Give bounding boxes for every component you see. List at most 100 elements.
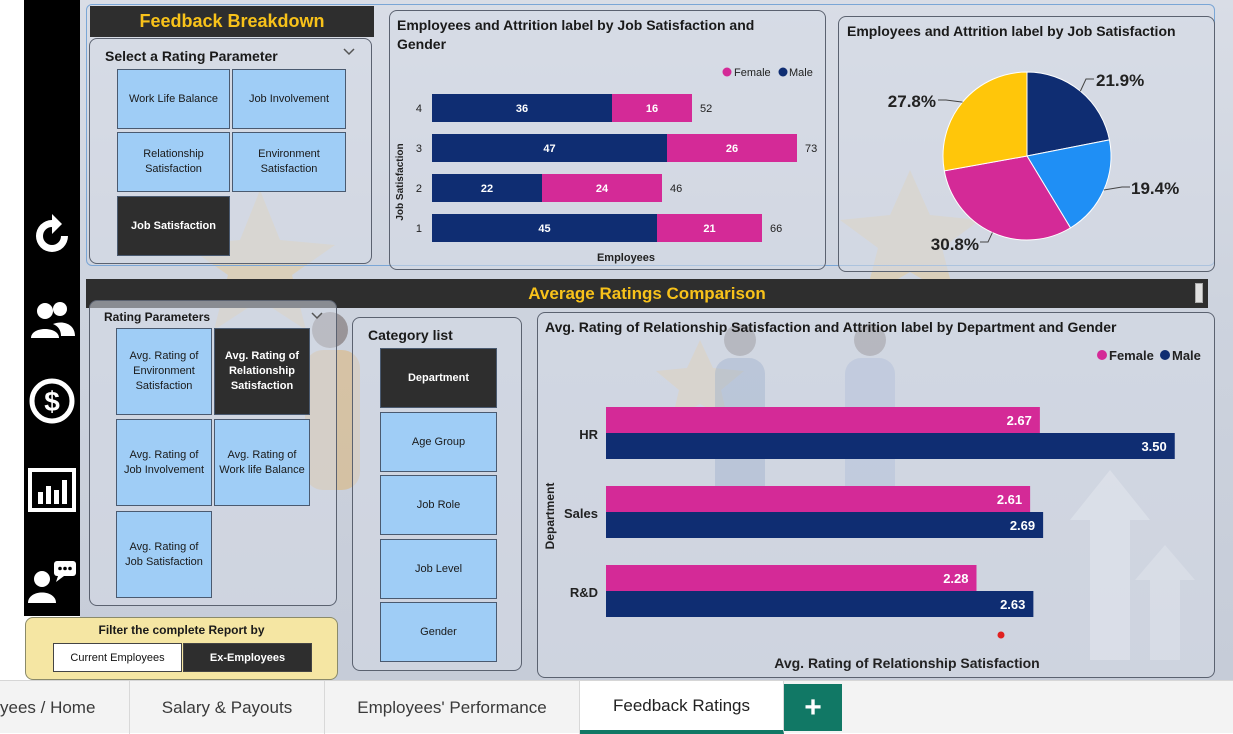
rating-parameter-label: Select a Rating Parameter bbox=[105, 48, 278, 64]
pie-slice[interactable] bbox=[942, 71, 1028, 172]
tab-feedback-ratings[interactable]: Feedback Ratings bbox=[580, 681, 784, 734]
avg-bar-female-value: 2.28 bbox=[943, 571, 968, 586]
avg-bar-female[interactable] bbox=[606, 486, 1031, 512]
avg-bar-female-value: 2.67 bbox=[1007, 413, 1032, 428]
legend-female-label: Female bbox=[734, 67, 771, 79]
tile-avg-environment-satisfaction[interactable]: Avg. Rating of Environment Satisfaction bbox=[116, 328, 212, 415]
filter-current-employees-button[interactable]: Current Employees bbox=[53, 643, 182, 672]
category-gender[interactable]: Gender bbox=[380, 602, 497, 662]
tile-avg-job-satisfaction[interactable]: Avg. Rating of Job Satisfaction bbox=[116, 511, 212, 598]
legend-male-dot bbox=[778, 67, 788, 77]
pie-slice-label: 30.8% bbox=[931, 235, 979, 254]
bar-female-segment[interactable] bbox=[612, 94, 692, 122]
report-canvas: $ Feedback Breakdown Select a Rating Par… bbox=[24, 0, 1233, 680]
bar-female-value-label: 24 bbox=[596, 183, 609, 195]
avg-bar-male[interactable] bbox=[606, 433, 1175, 459]
tile-job-satisfaction[interactable]: Job Satisfaction bbox=[117, 196, 230, 256]
category-age-group[interactable]: Age Group bbox=[380, 412, 497, 472]
avg-bar-male-value: 2.69 bbox=[1010, 518, 1035, 533]
avg-bar-male-value: 3.50 bbox=[1141, 439, 1166, 454]
tile-avg-work-life-balance[interactable]: Avg. Rating of Work life Balance bbox=[214, 419, 310, 506]
page-tab-bar: yees / Home Salary & Payouts Employees' … bbox=[0, 680, 1233, 734]
bar-male-segment[interactable] bbox=[432, 94, 612, 122]
avg-chart-category-label: Sales bbox=[564, 506, 598, 521]
bar-total-label: 73 bbox=[805, 143, 817, 155]
pie-leader-line bbox=[1079, 78, 1094, 92]
filter-ex-employees-button[interactable]: Ex-Employees bbox=[183, 643, 312, 672]
salary-dollar-icon[interactable]: $ bbox=[24, 373, 80, 429]
refresh-icon[interactable] bbox=[24, 208, 80, 264]
employees-icon[interactable] bbox=[24, 292, 80, 348]
bar-male-segment[interactable] bbox=[432, 134, 667, 162]
legend-female-dot bbox=[722, 67, 732, 77]
performance-chart-icon[interactable] bbox=[24, 462, 80, 518]
bar-male-segment[interactable] bbox=[432, 174, 542, 202]
bar-chart-category-label: 4 bbox=[416, 103, 422, 115]
bar-chart-x-axis-label: Employees bbox=[597, 252, 655, 264]
avg-rating-chart-title: Avg. Rating of Relationship Satisfaction… bbox=[545, 319, 1117, 335]
avg-chart-x-axis-label: Avg. Rating of Relationship Satisfaction bbox=[774, 655, 1040, 671]
legend-female-dot bbox=[1097, 350, 1107, 360]
bar-male-value-label: 36 bbox=[516, 103, 528, 115]
filter-label: Filter the complete Report by bbox=[98, 623, 265, 637]
tab-salary-payouts[interactable]: Salary & Payouts bbox=[130, 681, 325, 734]
rating-parameters-label: Rating Parameters bbox=[104, 310, 211, 324]
chevron-down-icon[interactable] bbox=[311, 308, 323, 326]
bar-female-segment[interactable] bbox=[657, 214, 762, 242]
bar-total-label: 46 bbox=[670, 183, 682, 195]
category-list-label: Category list bbox=[368, 327, 453, 343]
bar-chart-category-label: 2 bbox=[416, 183, 422, 195]
job-satisfaction-pie-chart: 21.9% 19.4% 30.8% 27.8% bbox=[888, 71, 1179, 254]
category-job-level[interactable]: Job Level bbox=[380, 539, 497, 599]
avg-chart-category-label: HR bbox=[579, 427, 598, 442]
avg-bar-male[interactable] bbox=[606, 591, 1034, 617]
category-department[interactable]: Department bbox=[380, 348, 497, 408]
scroll-handle[interactable] bbox=[1195, 283, 1203, 303]
avg-bar-male[interactable] bbox=[606, 512, 1044, 538]
indicator-dot bbox=[997, 631, 1005, 639]
tile-avg-job-involvement[interactable]: Avg. Rating of Job Involvement bbox=[116, 419, 212, 506]
pie-slice-label: 19.4% bbox=[1131, 179, 1179, 198]
pie-slice-label: 21.9% bbox=[1096, 71, 1144, 90]
pie-chart-title: Employees and Attrition label by Job Sat… bbox=[847, 23, 1176, 39]
bar-female-segment[interactable] bbox=[667, 134, 797, 162]
legend-male-dot bbox=[1160, 350, 1170, 360]
bar-chart-category-label: 1 bbox=[416, 223, 422, 235]
add-page-button[interactable]: + bbox=[784, 684, 842, 731]
bar-female-segment[interactable] bbox=[542, 174, 662, 202]
bar-male-segment[interactable] bbox=[432, 214, 657, 242]
bar-female-value-label: 21 bbox=[703, 223, 715, 235]
pie-slice-label: 27.8% bbox=[888, 92, 936, 111]
tile-avg-relationship-satisfaction[interactable]: Avg. Rating of Relationship Satisfaction bbox=[214, 328, 310, 415]
feedback-breakdown-title: Feedback Breakdown bbox=[90, 6, 374, 37]
svg-text:$: $ bbox=[44, 386, 60, 417]
feedback-chat-icon[interactable] bbox=[24, 554, 80, 610]
avg-chart-y-axis-label: Department bbox=[543, 483, 557, 550]
pie-leader-line bbox=[1103, 186, 1130, 191]
tile-relationship-satisfaction[interactable]: Relationship Satisfaction bbox=[117, 132, 230, 192]
bar-male-value-label: 45 bbox=[538, 223, 550, 235]
bar-total-label: 66 bbox=[770, 223, 782, 235]
bar-female-value-label: 16 bbox=[646, 103, 658, 115]
avg-chart-category-label: R&D bbox=[570, 585, 598, 600]
legend-male-label: Male bbox=[1172, 348, 1201, 363]
bar-male-value-label: 22 bbox=[481, 183, 493, 195]
legend-female-label: Female bbox=[1109, 348, 1154, 363]
tile-job-involvement[interactable]: Job Involvement bbox=[232, 69, 346, 129]
legend-male-label: Male bbox=[789, 67, 813, 79]
bar-chart-title: Employees and Attrition label by Job Sat… bbox=[397, 17, 755, 52]
job-satisfaction-bar-chart: Female Male Job Satisfaction Employees 4… bbox=[395, 67, 817, 264]
bar-total-label: 52 bbox=[700, 103, 712, 115]
bar-chart-y-axis-label: Job Satisfaction bbox=[395, 143, 406, 220]
tab-employees-home[interactable]: yees / Home bbox=[0, 681, 130, 734]
avg-bar-male-value: 2.63 bbox=[1000, 597, 1025, 612]
tile-work-life-balance[interactable]: Work Life Balance bbox=[117, 69, 230, 129]
tile-environment-satisfaction[interactable]: Environment Satisfaction bbox=[232, 132, 346, 192]
avg-bar-female[interactable] bbox=[606, 565, 977, 591]
avg-rating-bar-chart: Female Male Department Avg. Rating of Re… bbox=[543, 348, 1201, 671]
avg-bar-female[interactable] bbox=[606, 407, 1040, 433]
category-job-role[interactable]: Job Role bbox=[380, 475, 497, 535]
tab-employees-performance[interactable]: Employees' Performance bbox=[325, 681, 580, 734]
chevron-down-icon[interactable] bbox=[343, 44, 355, 62]
bar-chart-category-label: 3 bbox=[416, 143, 422, 155]
